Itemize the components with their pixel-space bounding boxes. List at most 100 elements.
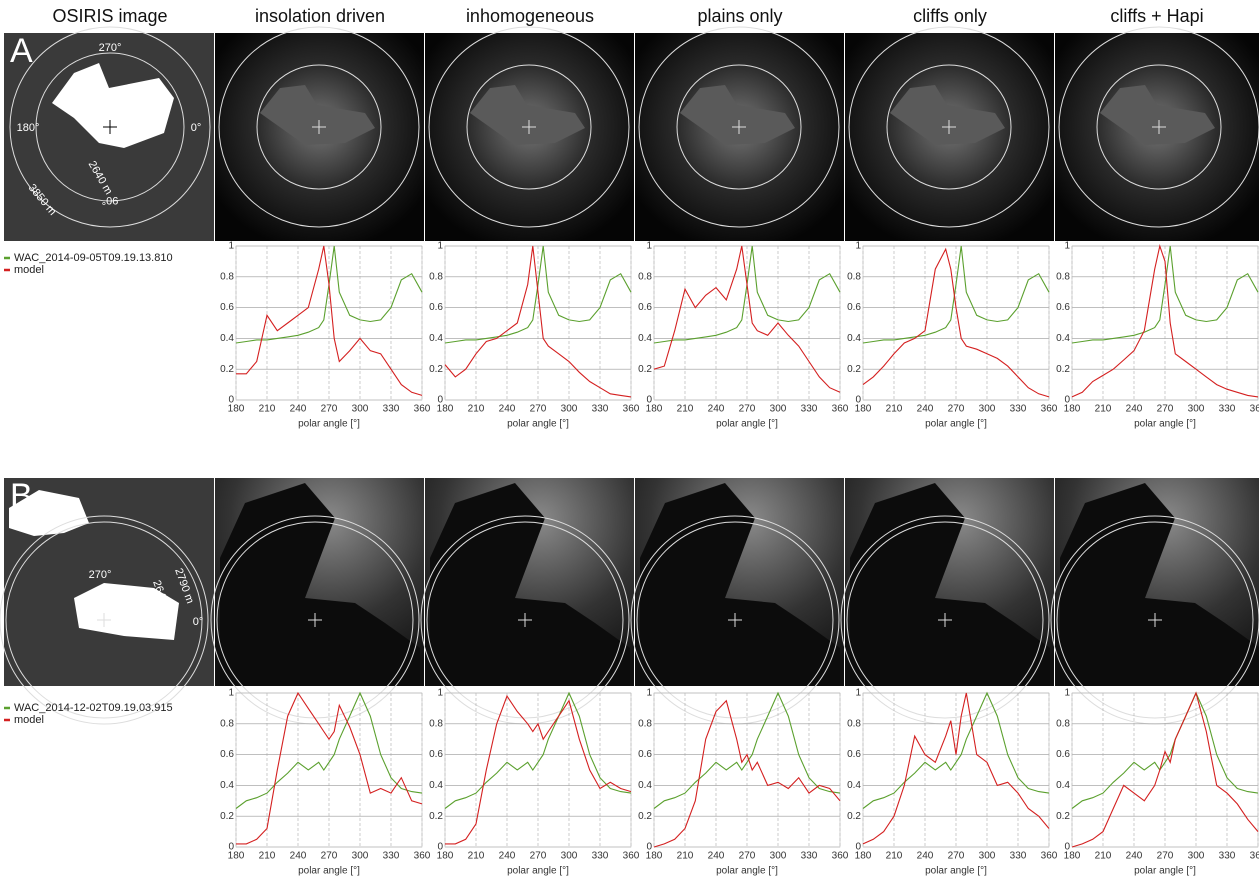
line-chart: 0 0.2 0.4 0.6 0.8 1 180 210 240 270 300 330 360 polar… [1056, 241, 1259, 430]
x-tick-label: 300 [352, 851, 369, 862]
line-series [653, 245, 841, 393]
nucleus [260, 85, 375, 145]
x-tick-label: 210 [468, 404, 485, 415]
y-tick-label: 1 [646, 241, 652, 252]
x-tick-label: 270 [948, 851, 965, 862]
x-axis-label: polar angle [°] [298, 419, 360, 430]
y-tick-label: 0.8 [638, 271, 652, 282]
x-tick-label: 360 [1041, 851, 1058, 862]
nucleus [1100, 85, 1215, 145]
line-chart: 0 0.2 0.4 0.6 0.8 1 180 210 240 270 300 330 360 polar… [429, 241, 640, 430]
y-tick-label: 1 [228, 241, 234, 252]
x-tick-label: 300 [352, 404, 369, 415]
x-axis-label: polar angle [°] [925, 419, 987, 430]
range-circle [636, 521, 834, 719]
x-tick-label: 330 [1219, 404, 1236, 415]
range-circle [676, 64, 802, 190]
y-tick-label: 0.4 [638, 780, 652, 791]
nucleus-shadow [640, 483, 840, 686]
x-tick-label: 330 [592, 404, 609, 415]
range-circle [426, 521, 624, 719]
y-tick-label: 0.4 [220, 780, 234, 791]
x-tick-label: 210 [677, 851, 694, 862]
plot-frame [653, 245, 841, 401]
nucleus [52, 63, 174, 148]
y-tick-label: 1 [1064, 241, 1070, 252]
x-tick-label: 330 [383, 404, 400, 415]
column-title: cliffs only [913, 6, 987, 26]
y-tick-label: 0.8 [429, 271, 443, 282]
y-tick-label: 0.4 [847, 333, 861, 344]
y-tick-label: 1 [646, 688, 652, 699]
x-tick-label: 180 [646, 851, 663, 862]
y-tick-label: 0.4 [220, 333, 234, 344]
x-tick-label: 210 [1095, 404, 1112, 415]
line-series [1071, 245, 1259, 344]
line-chart: 0 0.2 0.4 0.6 0.8 1 180 210 240 270 300 330 360 polar… [429, 688, 640, 877]
x-tick-label: 240 [917, 404, 934, 415]
x-tick-label: 180 [1064, 851, 1081, 862]
x-tick-label: 210 [1095, 851, 1112, 862]
y-tick-label: 0.2 [429, 811, 443, 822]
x-tick-label: 360 [832, 404, 849, 415]
x-tick-label: 210 [259, 404, 276, 415]
y-tick-label: 0.8 [847, 718, 861, 729]
y-tick-label: 0.2 [847, 364, 861, 375]
x-tick-label: 180 [437, 404, 454, 415]
y-tick-label: 0.6 [220, 749, 234, 760]
x-tick-label: 300 [561, 404, 578, 415]
y-tick-label: 1 [855, 241, 861, 252]
line-chart: 0 0.2 0.4 0.6 0.8 1 180 210 240 270 300 330 360 polar… [220, 688, 431, 877]
x-axis-label: polar angle [°] [716, 419, 778, 430]
column-title: OSIRIS image [52, 6, 167, 26]
y-tick-label: 1 [437, 241, 443, 252]
nucleus [9, 490, 89, 536]
range-circle [1058, 26, 1259, 228]
x-tick-label: 300 [1188, 404, 1205, 415]
x-tick-label: 300 [561, 851, 578, 862]
x-tick-label: 300 [770, 851, 787, 862]
line-series [1071, 243, 1259, 398]
y-tick-label: 0 [855, 842, 861, 853]
range-circle [35, 52, 185, 202]
x-tick-label: 330 [383, 851, 400, 862]
x-tick-label: 360 [414, 851, 431, 862]
image-annotation: 0° [193, 616, 204, 628]
y-tick-label: 0.2 [1056, 364, 1070, 375]
y-tick-label: 0 [437, 395, 443, 406]
line-series [862, 245, 1050, 344]
plot-frame [235, 245, 423, 401]
plot-frame [235, 692, 423, 848]
line-series [653, 691, 841, 809]
y-tick-label: 0.4 [847, 780, 861, 791]
plot-frame [444, 692, 632, 848]
y-tick-label: 0.4 [429, 333, 443, 344]
plot-frame [1071, 692, 1259, 848]
y-tick-label: 1 [855, 688, 861, 699]
y-tick-label: 0.8 [429, 718, 443, 729]
x-tick-label: 270 [739, 404, 756, 415]
x-tick-label: 240 [917, 851, 934, 862]
y-tick-label: 0.4 [638, 333, 652, 344]
y-tick-label: 0.8 [1056, 718, 1070, 729]
x-tick-label: 180 [228, 851, 245, 862]
range-circle [0, 515, 209, 725]
column-title: inhomogeneous [466, 6, 594, 26]
x-tick-label: 240 [1126, 851, 1143, 862]
y-tick-label: 0 [646, 842, 652, 853]
y-tick-label: 0.2 [638, 811, 652, 822]
x-tick-label: 180 [228, 404, 245, 415]
line-chart: 0 0.2 0.4 0.6 0.8 1 180 210 240 270 300 330 360 polar… [1056, 688, 1259, 877]
x-tick-label: 240 [499, 851, 516, 862]
x-tick-label: 270 [530, 404, 547, 415]
legend-label: model [14, 264, 44, 276]
nucleus-shadow [430, 483, 630, 686]
y-tick-label: 0.6 [638, 749, 652, 760]
x-tick-label: 270 [530, 851, 547, 862]
line-series [444, 245, 632, 344]
x-tick-label: 180 [855, 851, 872, 862]
range-circle [428, 26, 630, 228]
column-title: insolation driven [255, 6, 385, 26]
x-tick-label: 210 [886, 404, 903, 415]
